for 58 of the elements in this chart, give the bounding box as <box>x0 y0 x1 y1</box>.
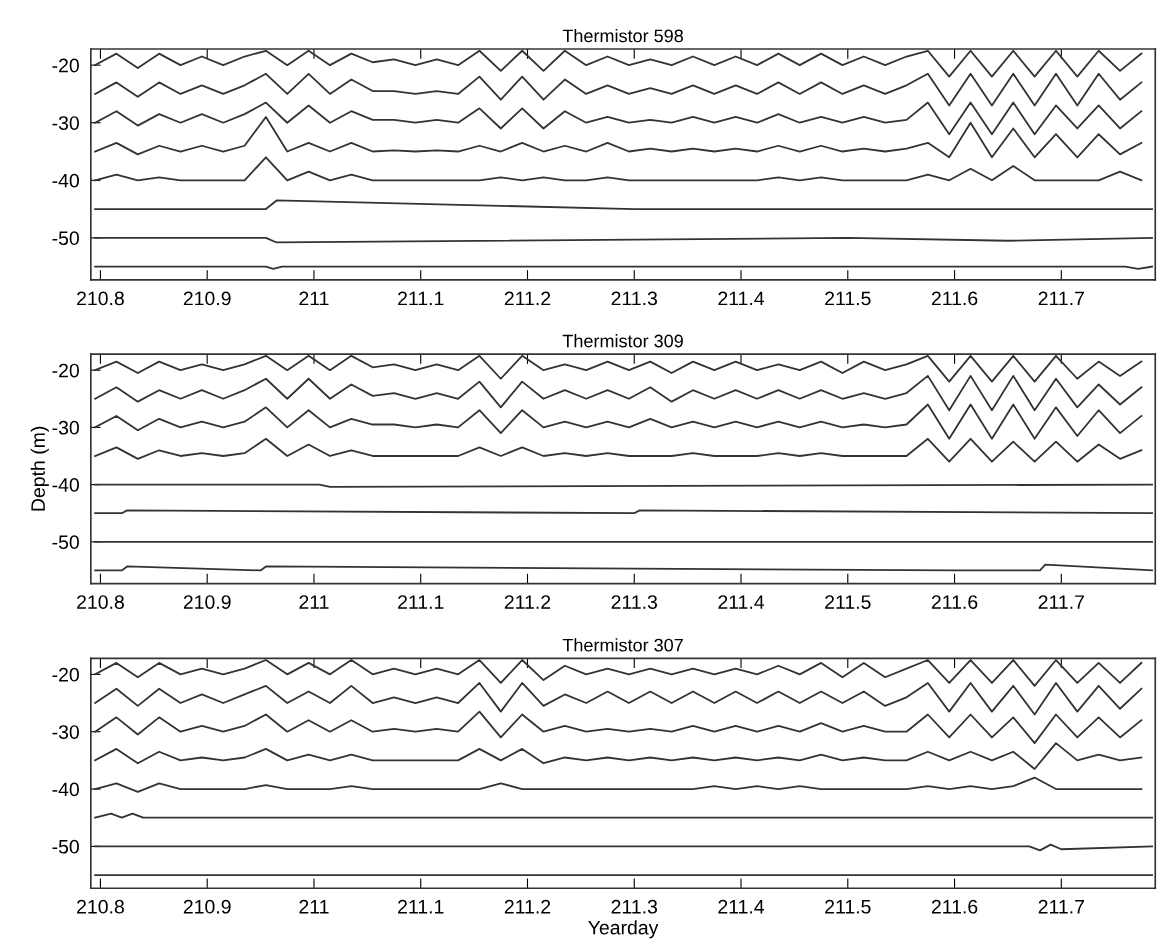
x-tick-label: 211.3 <box>611 291 658 306</box>
y-tick-label: -30 <box>52 725 79 739</box>
x-tick-label: 211.5 <box>825 899 871 914</box>
x-tick-label: 211.7 <box>1038 595 1084 609</box>
x-tick-label: 211.6 <box>931 291 978 306</box>
x-tick-label: 211 <box>299 595 329 609</box>
x-tick-label: 210.9 <box>183 899 231 914</box>
line-series <box>94 156 1143 182</box>
x-axis-title: Yearday <box>588 920 659 939</box>
x-tick-label: 211.6 <box>931 595 978 609</box>
x-tick-label: 211.1 <box>398 595 444 609</box>
y-tick-label: -20 <box>52 667 79 682</box>
line-series <box>94 116 1143 159</box>
line-series <box>94 374 1143 412</box>
x-tick-label: 211 <box>299 899 329 914</box>
line-series <box>94 437 1143 463</box>
x-tick-label: 211.4 <box>718 291 765 306</box>
y-tick-label: -30 <box>52 420 79 435</box>
y-tick-label: -50 <box>52 839 79 854</box>
x-tick-label: 211.5 <box>825 291 871 306</box>
x-tick-label: 211.7 <box>1038 899 1084 914</box>
x-tick-label: 210.8 <box>77 291 124 306</box>
x-tick-label: 210.8 <box>77 595 124 609</box>
y-tick-label: -50 <box>52 535 79 550</box>
x-tick-label: 211 <box>299 291 329 306</box>
x-tick-label: 211.7 <box>1038 291 1084 306</box>
line-series <box>94 403 1143 440</box>
line-series <box>94 742 1143 770</box>
x-tick-label: 211.1 <box>398 899 444 914</box>
x-tick-label: 211.2 <box>504 899 551 914</box>
chart-title: Thermistor 598 <box>562 29 683 43</box>
chart-title: Thermistor 309 <box>562 334 683 348</box>
x-tick-label: 211.6 <box>931 899 978 914</box>
x-tick-label: 211.5 <box>825 595 871 609</box>
line-series <box>94 72 1143 107</box>
y-axis-title: Depth (m) <box>30 426 49 511</box>
y-tick-label: -20 <box>52 363 79 378</box>
line-series <box>94 776 1143 793</box>
y-tick-label: -40 <box>52 782 79 797</box>
y-tick-label: -50 <box>52 231 79 246</box>
x-tick-label: 211.4 <box>718 595 765 609</box>
line-series <box>94 682 1143 716</box>
line-series <box>94 101 1143 136</box>
x-tick-label: 211.3 <box>611 595 658 609</box>
x-tick-label: 211.3 <box>611 899 658 914</box>
x-tick-label: 210.8 <box>77 899 124 914</box>
x-tick-label: 211.2 <box>504 595 551 609</box>
y-tick-label: -20 <box>52 58 79 73</box>
y-tick-label: -40 <box>52 478 79 492</box>
y-tick-label: -40 <box>52 173 79 188</box>
x-tick-label: 211.2 <box>504 291 551 306</box>
x-tick-label: 211.1 <box>398 291 444 306</box>
x-tick-label: 210.9 <box>183 291 231 306</box>
line-series <box>94 710 1143 745</box>
x-tick-label: 210.9 <box>183 595 231 609</box>
x-tick-label: 211.4 <box>718 899 765 914</box>
chart-title: Thermistor 307 <box>562 638 683 652</box>
y-tick-label: -30 <box>52 116 79 130</box>
